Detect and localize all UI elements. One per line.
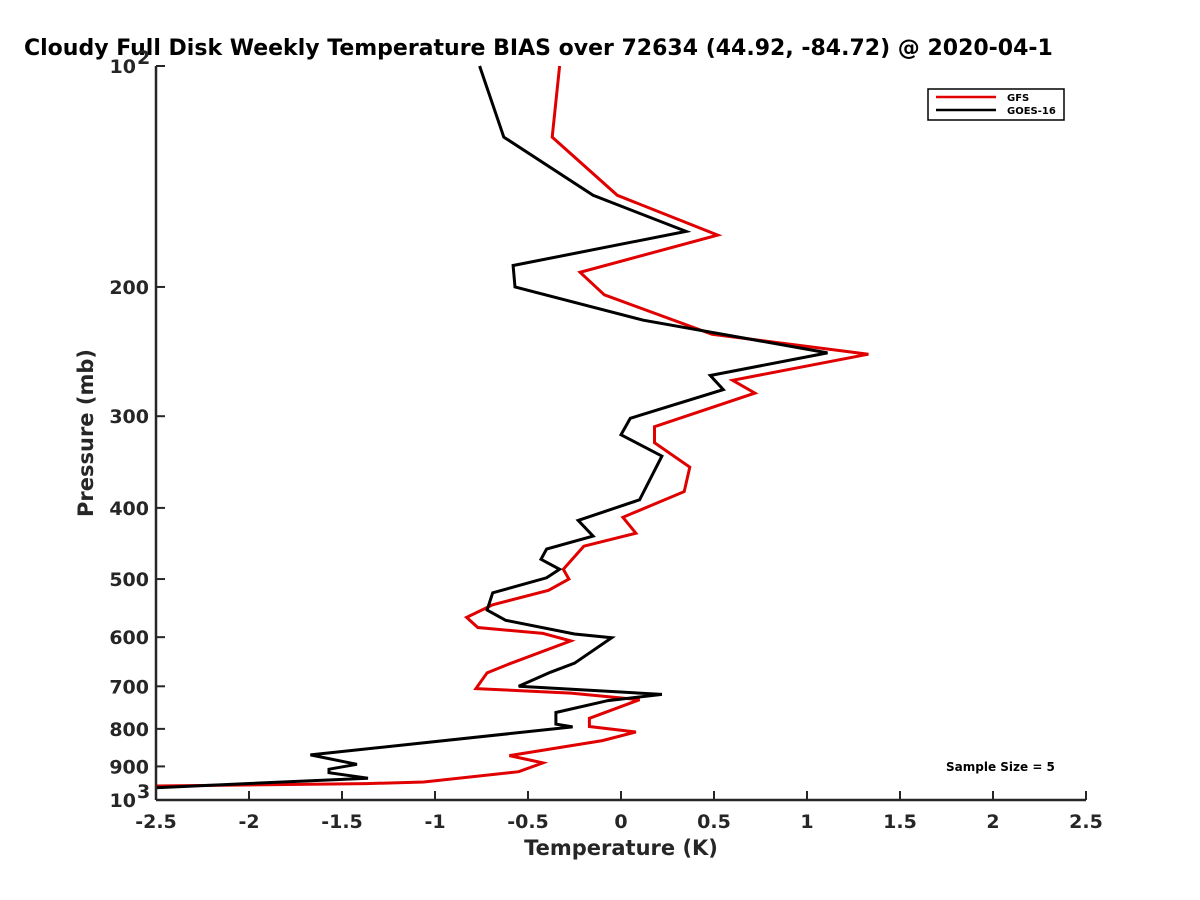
x-tick-label: -2.5 [135, 811, 177, 833]
x-tick-label: 2 [986, 811, 999, 833]
x-tick-label: 1.5 [883, 811, 917, 833]
series-layer [155, 65, 869, 790]
y-tick-label: 500 [109, 569, 149, 591]
series-line-gfs [155, 65, 869, 788]
chart-title: Cloudy Full Disk Weekly Temperature BIAS… [24, 36, 1053, 61]
x-axis-label: Temperature (K) [524, 836, 718, 860]
y-tick-label: 600 [109, 627, 149, 649]
x-tick-label: -1 [424, 811, 445, 833]
y-tick-label: 10 [110, 56, 136, 78]
legend-label-goes16: GOES-16 [1007, 106, 1056, 117]
x-tick-label: 2.5 [1069, 811, 1103, 833]
y-tick-label: 200 [109, 277, 149, 299]
series-line-goes-16 [155, 65, 828, 790]
x-tick-label: -2 [238, 811, 259, 833]
legend-label-gfs: GFS [1007, 93, 1029, 104]
x-tick-label: 0 [614, 811, 627, 833]
y-axis-label: Pressure (mb) [74, 349, 98, 517]
y-tick-exponent: 2 [137, 47, 150, 69]
y-tick-exponent: 3 [137, 781, 150, 803]
legend-box [927, 88, 1065, 121]
legend: GFS GOES-16 [927, 88, 1065, 121]
x-tick-label: 1 [800, 811, 813, 833]
x-ticks: -2.5 -2 -1.5 -1 -0.5 0 0.5 1 1.5 2 2.5 [135, 791, 1103, 833]
x-tick-label: -0.5 [507, 811, 549, 833]
y-tick-label: 900 [109, 756, 149, 778]
x-tick-label: 0.5 [697, 811, 731, 833]
y-tick-label: 800 [109, 719, 149, 741]
sample-size-annotation: Sample Size = 5 [946, 760, 1055, 774]
x-tick-label: -1.5 [321, 811, 363, 833]
y-tick-label: 700 [109, 676, 149, 698]
y-tick-label: 300 [109, 406, 149, 428]
y-tick-label: 10 [110, 790, 136, 812]
y-tick-label: 400 [109, 498, 149, 520]
